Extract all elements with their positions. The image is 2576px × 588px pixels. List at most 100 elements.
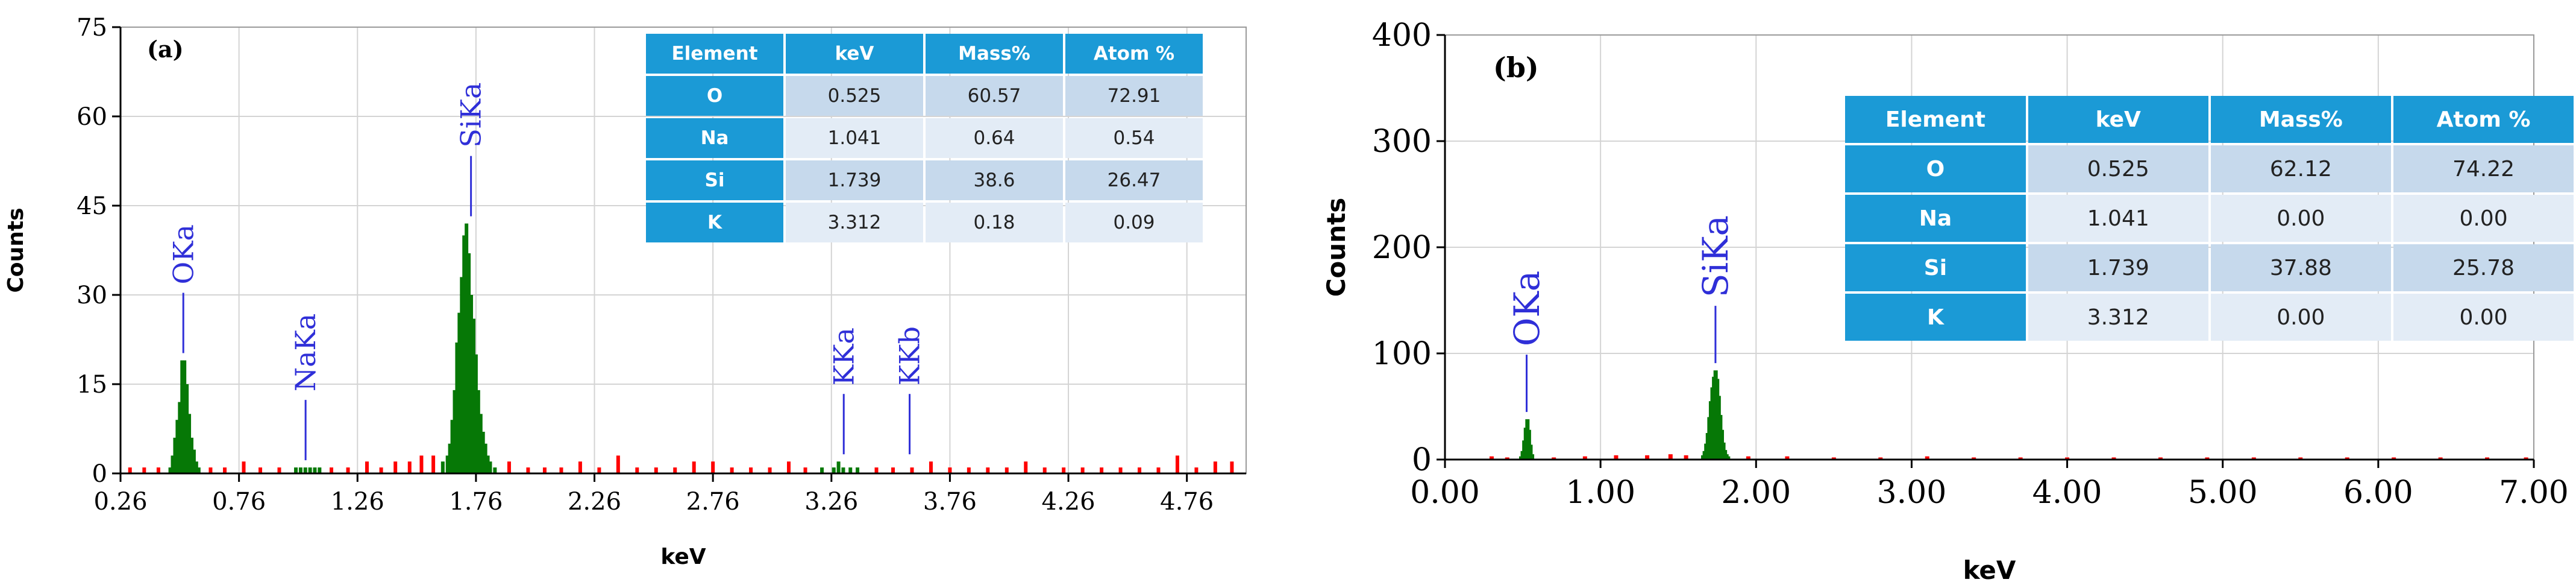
spectrum-bar <box>365 461 369 473</box>
spectrum-bar <box>2205 457 2210 460</box>
table-b-header-element: Element <box>1845 96 2026 143</box>
spectrum-bar <box>929 461 933 473</box>
table-row: Na 1.041 0.64 0.54 <box>646 118 1203 158</box>
table-row: K 3.312 0.18 0.09 <box>646 203 1203 242</box>
x-tick-label: 0.26 <box>93 488 147 516</box>
y-tick-label: 45 <box>77 192 107 220</box>
spectrum-bar <box>457 312 462 473</box>
spectrum-bar <box>474 354 478 473</box>
spectrum-bar <box>294 467 298 473</box>
spectrum-bar <box>208 467 213 473</box>
spectrum-bar <box>393 461 398 473</box>
spectrum-bar <box>2345 457 2349 460</box>
y-tick-label: 75 <box>77 14 107 42</box>
table-cell-kev: 3.312 <box>2028 294 2208 341</box>
spectrum-bar <box>836 461 841 473</box>
spectrum-bar <box>2392 457 2396 460</box>
spectrum-bar <box>313 467 317 473</box>
spectrum-bar <box>173 437 177 473</box>
spectrum-bar <box>832 467 836 473</box>
spectrum-bar <box>194 461 198 473</box>
x-tick-label: 0.76 <box>212 488 266 516</box>
y-tick-label: 60 <box>77 103 107 131</box>
spectrum-bar <box>841 467 845 473</box>
spectrum-bar <box>749 467 753 473</box>
table-cell-element: O <box>646 76 783 116</box>
x-tick-label: 1.26 <box>331 488 384 516</box>
spectrum-bar <box>223 467 227 473</box>
table-cell-atom: 25.78 <box>2393 244 2574 291</box>
x-tick-label: 1.00 <box>1565 475 1635 511</box>
spectrum-bar <box>379 467 383 473</box>
table-cell-mass: 62.12 <box>2210 145 2392 192</box>
spectrum-bar <box>142 467 146 473</box>
table-cell-element: Na <box>1845 195 2026 242</box>
peak-label: OKa <box>167 224 199 285</box>
spectrum-bar <box>1552 457 1556 460</box>
table-cell-kev: 1.041 <box>2028 195 2208 242</box>
y-tick-label: 300 <box>1372 124 1432 160</box>
spectrum-bar <box>277 467 281 473</box>
spectrum-bar <box>1505 457 1509 460</box>
y-tick-label: 0 <box>92 460 107 488</box>
spectrum-bar <box>1530 454 1535 460</box>
peak-label: OKa <box>1506 271 1547 346</box>
spectrum-bar <box>948 467 952 473</box>
spectrum-bar <box>455 342 459 473</box>
spectrum-bar <box>820 467 824 473</box>
peak-label: NaKa <box>289 314 322 391</box>
y-tick-label: 400 <box>1372 17 1432 54</box>
spectrum-bar <box>635 467 639 473</box>
x-tick-label: 4.26 <box>1042 488 1095 516</box>
x-tick-label: 2.76 <box>686 488 740 516</box>
spectrum-bar <box>1489 456 1494 460</box>
table-cell-mass: 60.57 <box>926 76 1063 116</box>
table-cell-mass: 0.00 <box>2210 294 2392 341</box>
spectrum-bar <box>967 467 971 473</box>
spectrum-bar <box>673 467 677 473</box>
spectrum-bar <box>187 414 192 473</box>
x-tick-label: 5.00 <box>2188 475 2258 511</box>
spectrum-bar <box>469 295 474 473</box>
spectrum-bar <box>1746 456 1750 460</box>
spectrum-bar <box>1194 467 1199 473</box>
table-cell-atom: 26.47 <box>1065 160 1203 200</box>
spectrum-bar <box>467 253 471 473</box>
spectrum-bar <box>559 467 563 473</box>
spectrum-bar <box>2111 457 2116 460</box>
table-cell-element: K <box>1845 294 2026 341</box>
spectrum-bar <box>330 467 334 473</box>
spectrum-bar <box>440 461 445 473</box>
spectrum-bar <box>578 461 582 473</box>
spectrum-bar <box>1213 461 1217 473</box>
spectrum-bar <box>1156 467 1161 473</box>
spectrum-bar <box>2485 457 2490 460</box>
table-a-header-element: Element <box>646 34 783 74</box>
table-cell-element: Si <box>646 160 783 200</box>
y-tick-label: 0 <box>1412 442 1432 478</box>
spectrum-bar <box>478 414 483 473</box>
spectrum-bar <box>346 467 350 473</box>
spectrum-bar <box>526 467 530 473</box>
table-row: Na 1.041 0.00 0.00 <box>1845 195 2574 242</box>
spectrum-bar <box>431 455 436 473</box>
x-tick-label: 0.00 <box>1410 475 1480 511</box>
y-tick-label: 100 <box>1372 336 1432 372</box>
spectrum-bar <box>1972 457 1976 460</box>
table-cell-mass: 37.88 <box>2210 244 2392 291</box>
spectrum-bar <box>2158 457 2163 460</box>
spectrum-bar <box>1062 467 1066 473</box>
table-cell-kev: 0.525 <box>2028 145 2208 192</box>
spectrum-bar <box>848 467 853 473</box>
spectrum-bar <box>1831 457 1836 460</box>
spectrum-bar <box>303 467 307 473</box>
spectrum-bar <box>259 467 263 473</box>
spectrum-bar <box>481 431 485 473</box>
table-cell-element: K <box>646 203 783 242</box>
table-cell-atom: 0.09 <box>1065 203 1203 242</box>
spectrum-bar <box>2524 457 2528 460</box>
spectrum-bar <box>486 455 490 473</box>
spectrum-bar <box>1614 455 1619 460</box>
table-cell-element: O <box>1845 145 2026 192</box>
x-tick-label: 3.26 <box>804 488 858 516</box>
